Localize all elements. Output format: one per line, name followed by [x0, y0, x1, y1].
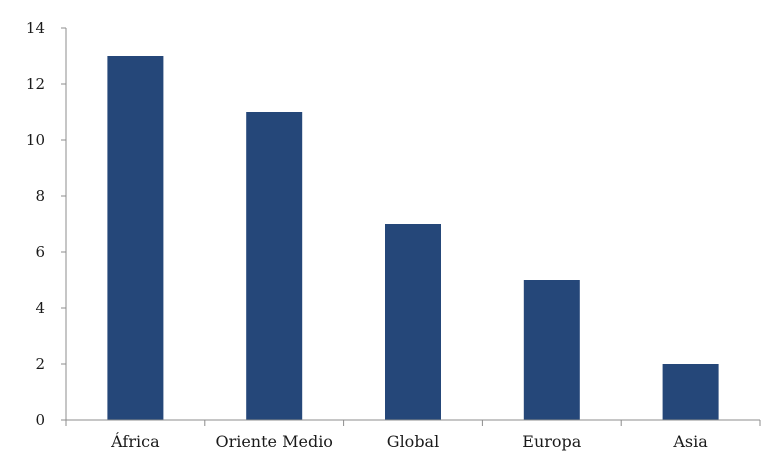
- bar: [107, 56, 164, 420]
- x-tick-label: África: [110, 431, 160, 451]
- y-tick-label: 4: [35, 299, 45, 317]
- bar: [523, 280, 580, 420]
- x-tick-label: Asia: [672, 432, 708, 451]
- bar: [385, 224, 441, 420]
- bar: [246, 112, 303, 420]
- y-tick-label: 12: [26, 75, 45, 93]
- bars-group: [107, 56, 719, 420]
- bar: [662, 364, 719, 420]
- y-tick-label: 2: [35, 355, 45, 373]
- x-tick-label: Oriente Medio: [215, 432, 332, 451]
- x-tick-label: Global: [387, 432, 439, 451]
- x-tick-label: Europa: [522, 432, 582, 451]
- y-tick-label: 6: [35, 243, 45, 261]
- y-axis-ticks: 0 2 4 6 8 10 12 14: [26, 19, 66, 429]
- x-axis-labels: África Oriente Medio Global Europa Asia: [65, 420, 761, 451]
- y-tick-label: 8: [35, 187, 45, 205]
- y-tick-label: 14: [26, 19, 45, 37]
- y-tick-label: 10: [26, 131, 45, 149]
- y-tick-label: 0: [35, 411, 45, 429]
